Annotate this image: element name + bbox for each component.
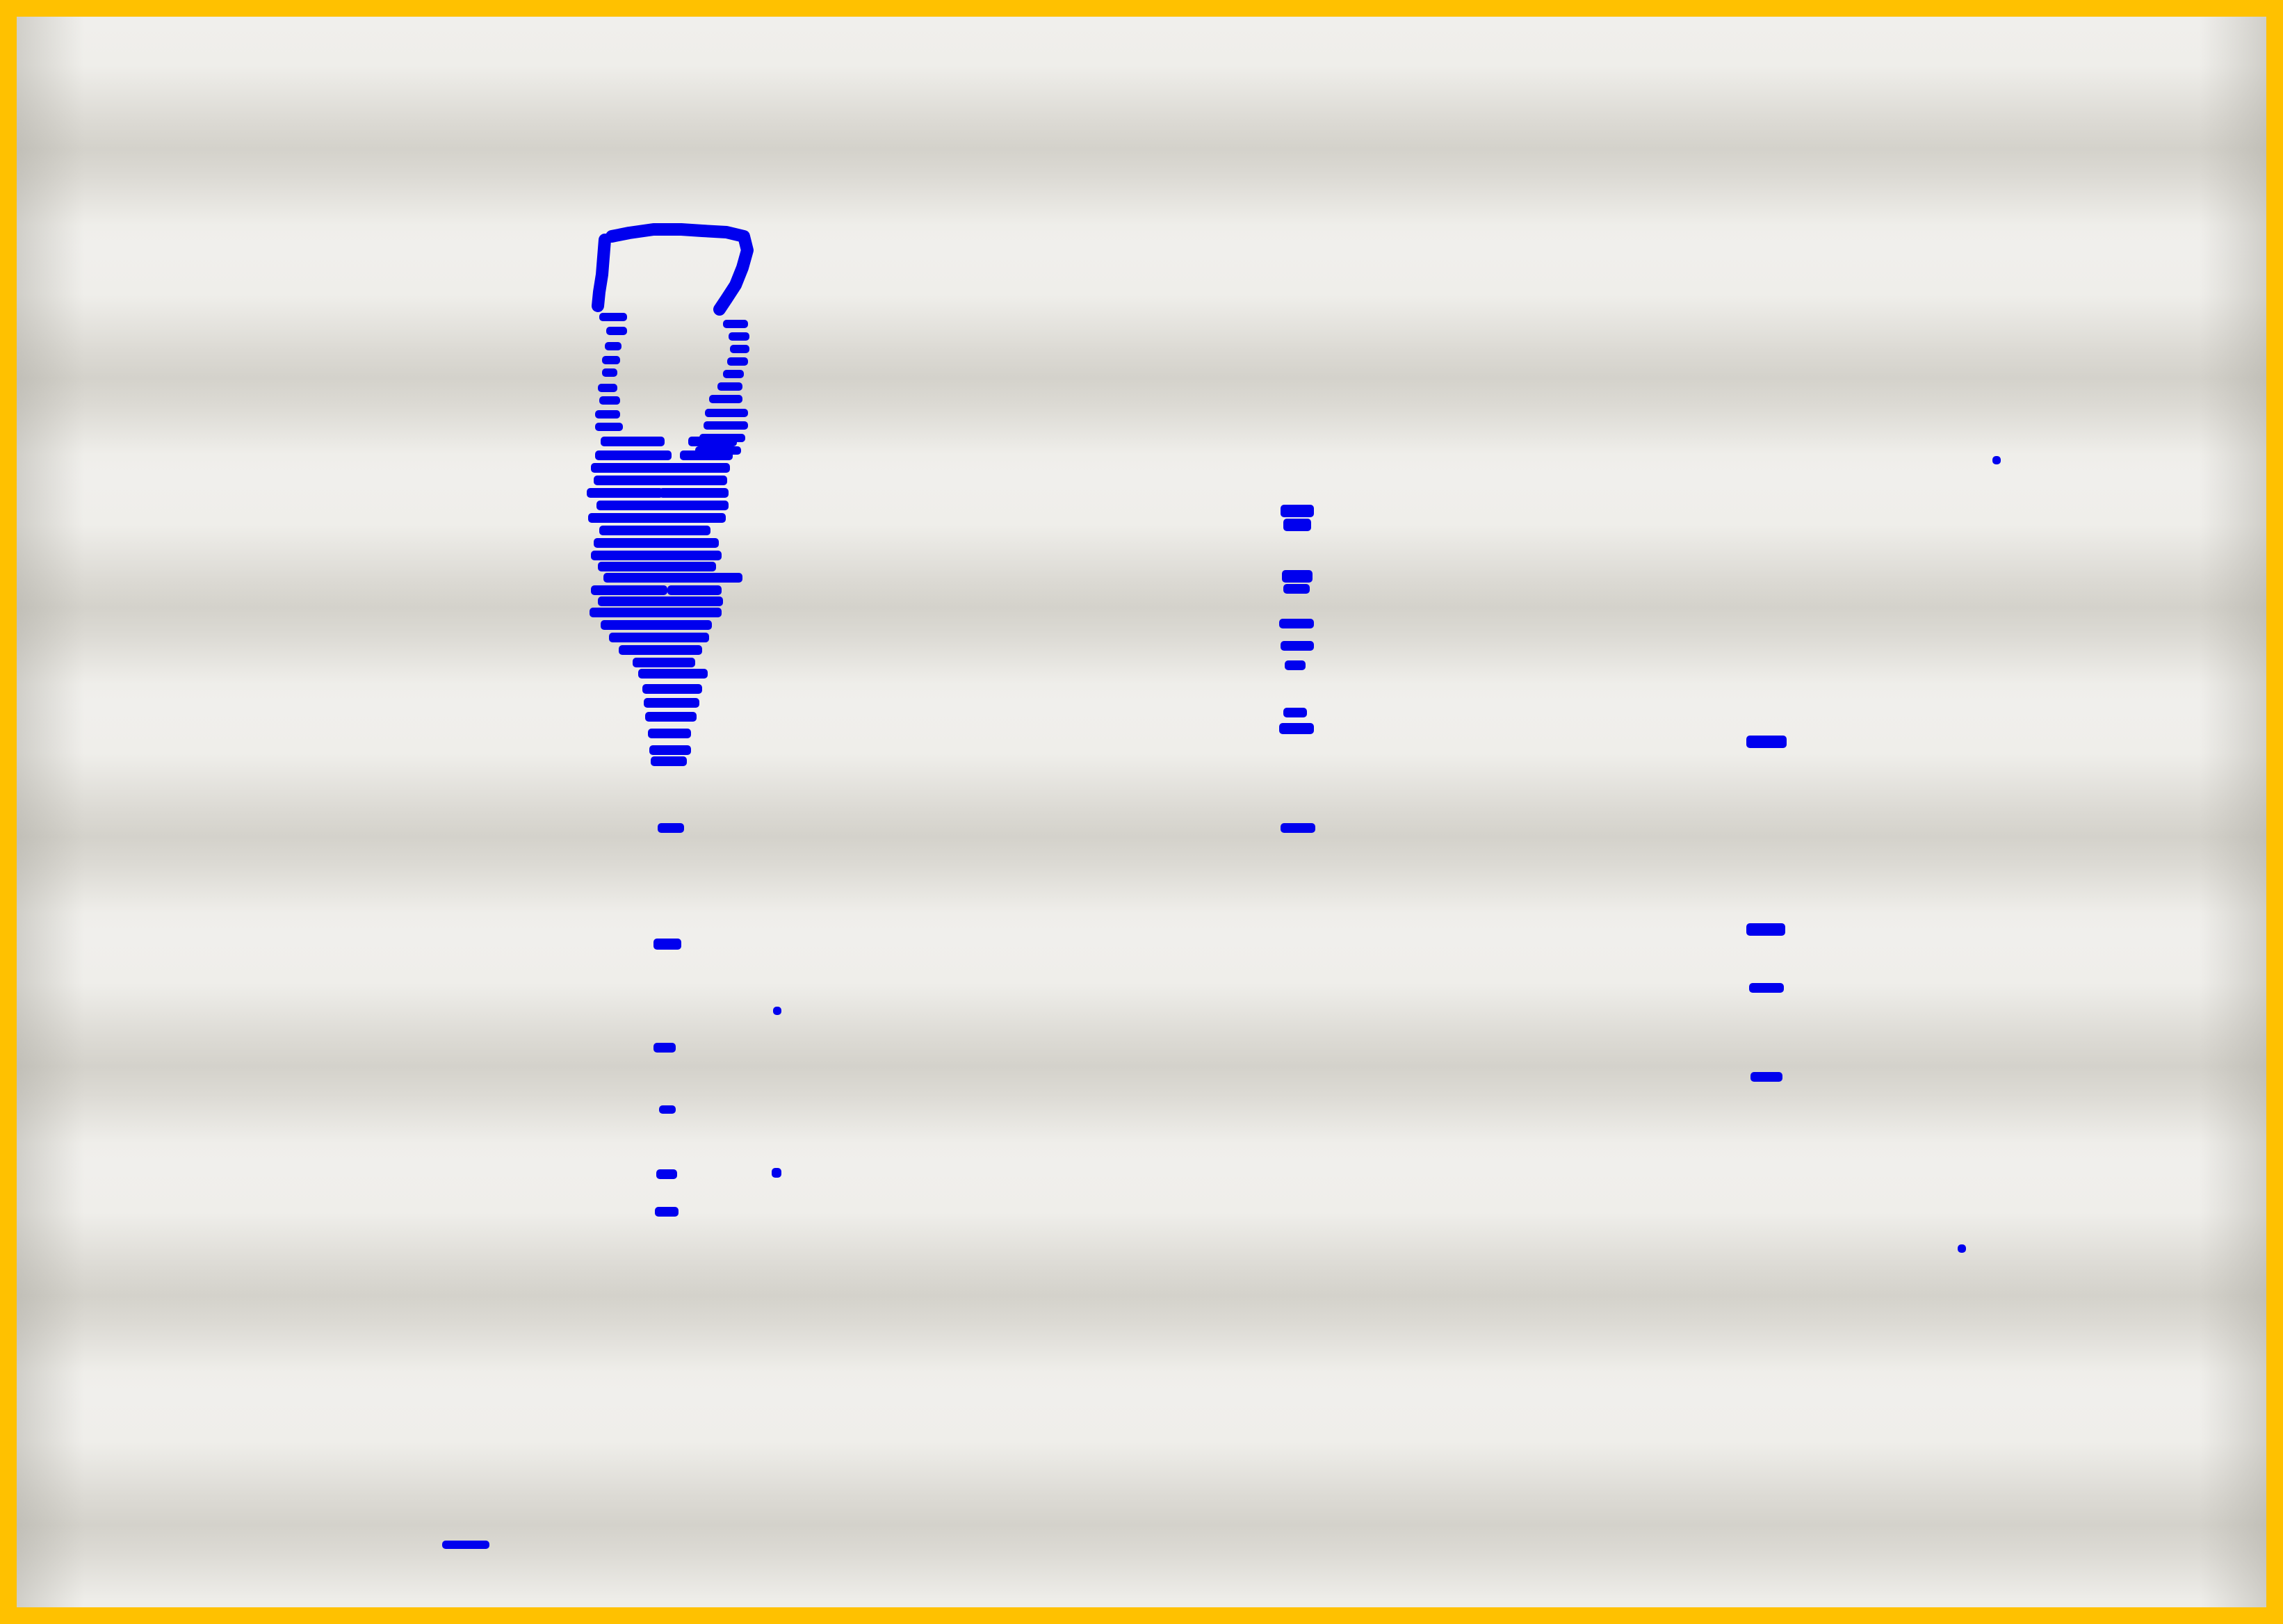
smear-streak xyxy=(642,684,702,694)
smear-streak xyxy=(660,476,727,485)
smear-streak xyxy=(688,437,737,446)
band-lane-3 xyxy=(1750,1072,1782,1082)
gel-panel xyxy=(17,17,2266,1607)
band-lane-3 xyxy=(1746,923,1785,936)
band-lane-1 xyxy=(653,1043,676,1053)
spot xyxy=(773,1007,781,1015)
band-lane-2 xyxy=(1283,519,1311,531)
spot xyxy=(1958,1244,1966,1253)
band-stray xyxy=(442,1541,489,1549)
smear-streak xyxy=(598,596,723,606)
smear-streak xyxy=(723,370,744,378)
spot xyxy=(772,1168,781,1178)
smear-streak xyxy=(594,538,719,548)
smear-streak xyxy=(729,332,749,341)
smear-streak xyxy=(601,437,665,446)
smear-streak xyxy=(705,409,748,417)
band-lane-3 xyxy=(1749,983,1784,993)
smear-streak xyxy=(602,356,620,364)
band-lane-2 xyxy=(1282,570,1313,583)
smear-streak xyxy=(603,573,742,583)
smear-streak xyxy=(672,463,730,473)
smear-streak xyxy=(638,669,708,679)
smear-streak xyxy=(598,384,617,392)
smear-streak xyxy=(606,327,627,335)
smear-streak xyxy=(717,382,742,391)
smear-outline xyxy=(592,223,754,316)
smear-streak xyxy=(644,698,699,708)
smear-streak xyxy=(591,585,667,595)
smear-streak xyxy=(659,488,729,498)
band-lane-2 xyxy=(1281,641,1314,651)
smear-streak xyxy=(619,645,702,655)
band-lane-1 xyxy=(659,1105,676,1114)
smear-streak xyxy=(645,712,697,722)
smear-streak xyxy=(587,488,663,498)
band-lane-3 xyxy=(1746,736,1787,748)
smear-streak xyxy=(667,513,726,523)
smear-streak xyxy=(723,320,748,328)
smear-streak xyxy=(588,513,679,523)
band-lane-2 xyxy=(1283,584,1310,594)
spot xyxy=(1992,456,2001,464)
smear-streak xyxy=(595,410,620,419)
band-lane-1 xyxy=(653,939,681,950)
smear-streak xyxy=(595,450,672,460)
smear-streak xyxy=(680,450,733,460)
band-lane-2 xyxy=(1279,619,1314,628)
smear-streak xyxy=(648,729,691,738)
band-lane-2 xyxy=(1281,505,1314,517)
smear-streak xyxy=(633,658,695,667)
smear-streak xyxy=(599,313,627,321)
smear-streak xyxy=(730,345,749,353)
band-lane-2 xyxy=(1283,708,1307,717)
band-lane-1 xyxy=(656,1169,677,1179)
smear-streak xyxy=(667,585,722,595)
smear-streak xyxy=(596,501,729,510)
smear-streak xyxy=(649,745,691,755)
smear-streak xyxy=(727,357,748,366)
smear-streak xyxy=(598,562,716,571)
smear-streak xyxy=(605,342,621,350)
smear-streak xyxy=(601,620,712,630)
smear-streak xyxy=(704,421,748,430)
band-lane-1 xyxy=(655,1207,679,1217)
band-lane-1 xyxy=(658,823,684,833)
smear-streak xyxy=(599,396,620,405)
smear-streak xyxy=(709,395,742,403)
smear-streak xyxy=(602,368,617,377)
smear-streak xyxy=(595,423,623,431)
band-lane-2 xyxy=(1285,660,1306,670)
band-marks xyxy=(442,223,2001,1549)
smear-streak xyxy=(591,463,681,473)
band-lane-2 xyxy=(1279,723,1314,734)
smear-streak xyxy=(660,551,722,560)
smear-streak xyxy=(609,633,709,642)
band-lane-2 xyxy=(1281,823,1315,833)
smear-streak xyxy=(651,756,687,766)
smear-streak xyxy=(599,526,710,535)
smear-streak xyxy=(590,608,722,617)
smear-streak xyxy=(591,551,667,560)
